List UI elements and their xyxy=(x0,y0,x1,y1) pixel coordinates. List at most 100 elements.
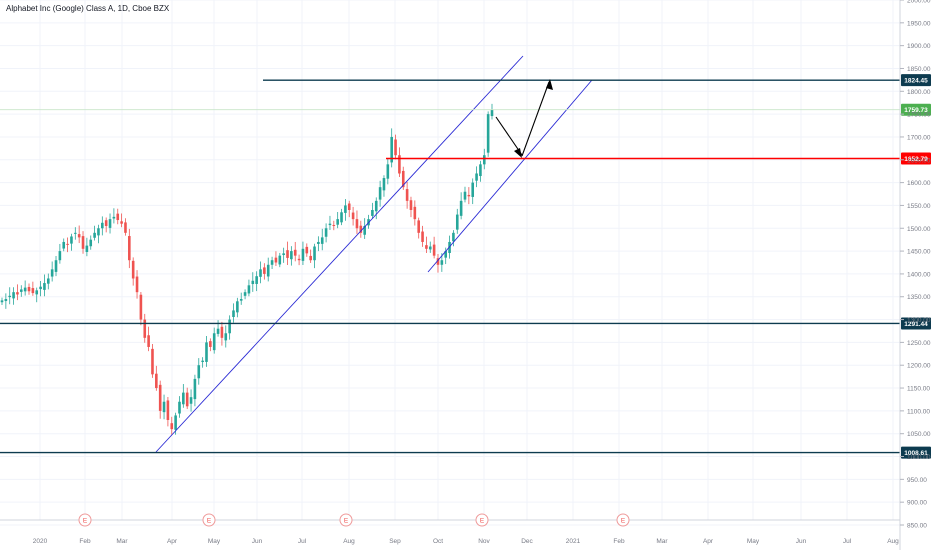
candle-body xyxy=(155,373,158,389)
y-tick-label: 850.00 xyxy=(907,523,927,530)
candle-body xyxy=(197,365,201,379)
candle-body xyxy=(151,348,154,375)
candle-body xyxy=(274,257,278,263)
candle-body xyxy=(46,278,50,284)
candle-body xyxy=(104,220,108,226)
candle-body xyxy=(324,228,328,237)
earnings-marker-label: E xyxy=(83,518,88,525)
price-level-badge xyxy=(901,152,931,165)
earnings-marker-circle xyxy=(339,513,353,527)
arrow-up-line xyxy=(521,81,550,157)
candle-body xyxy=(220,326,224,338)
candle-body xyxy=(313,246,316,261)
arrow-down-head xyxy=(514,148,522,158)
candle-body xyxy=(413,206,417,220)
arrow-up-head xyxy=(546,79,553,90)
candle-body xyxy=(448,241,451,254)
y-tick-label: 1600.00 xyxy=(907,180,931,187)
candles xyxy=(0,103,494,435)
candle-body xyxy=(39,286,42,290)
candle-body xyxy=(193,378,197,400)
x-tick-label: Apr xyxy=(167,538,178,545)
candle-body xyxy=(455,214,459,230)
x-tick-label: Aug xyxy=(343,538,355,545)
price-axis: 850.00 900.00 950.00 1000.00 1050.00 1100.00 1… xyxy=(899,0,931,550)
candle-body xyxy=(428,246,432,250)
candle-body xyxy=(58,251,62,261)
chart-title: Alphabet Inc (Google) Class A, 1D, Cboe … xyxy=(6,4,170,13)
candle-body xyxy=(386,164,390,179)
price-level-label: 1291.44 xyxy=(904,321,928,328)
candle-body xyxy=(170,423,174,430)
y-tick-label: 2000.00 xyxy=(907,0,931,5)
candle-body xyxy=(452,232,455,242)
price-level-label: 1824.45 xyxy=(904,78,928,85)
candle-body xyxy=(232,310,235,318)
candle-body xyxy=(239,299,243,301)
candle-body xyxy=(108,219,112,228)
candle-body xyxy=(444,251,448,258)
candle-body xyxy=(54,260,58,272)
candle-body xyxy=(421,231,424,242)
candle-body xyxy=(31,288,35,294)
price-level-label: 1759.73 xyxy=(904,107,928,114)
candle-body xyxy=(201,360,204,363)
projection-arrows xyxy=(495,79,553,158)
candle-body xyxy=(0,300,4,303)
candle-body xyxy=(166,400,170,420)
x-tick-label: May xyxy=(747,538,760,545)
candle-body xyxy=(382,178,386,191)
candle-body xyxy=(70,236,73,244)
price-level-badge xyxy=(901,317,931,330)
x-tick-label: Mar xyxy=(116,538,128,545)
candle-body xyxy=(131,260,135,279)
candle-body xyxy=(139,294,143,320)
candle-body xyxy=(417,220,420,233)
candle-body xyxy=(371,210,374,216)
candle-body xyxy=(394,139,397,156)
x-tick-label: Sep xyxy=(389,538,401,545)
candle-body xyxy=(27,286,31,292)
candle-body xyxy=(270,260,274,265)
candle-body xyxy=(401,170,405,188)
x-tick-label: Feb xyxy=(79,538,91,545)
candle-body xyxy=(405,189,409,201)
candle-body xyxy=(351,212,355,220)
x-tick-label: Dec xyxy=(521,538,533,545)
channel-upper-line xyxy=(155,55,524,453)
y-tick-label: 1900.00 xyxy=(907,43,931,50)
x-tick-label: 2020 xyxy=(33,538,48,545)
candle-body xyxy=(247,285,251,294)
candle-body xyxy=(74,232,77,234)
candle-body xyxy=(93,232,96,238)
candle-body xyxy=(471,182,475,197)
price-level-badge xyxy=(901,103,931,116)
candle-body xyxy=(490,109,494,117)
candle-body xyxy=(12,292,15,299)
trend-channel xyxy=(155,55,593,453)
candle-body xyxy=(290,251,293,260)
candle-body xyxy=(162,401,166,413)
candle-body xyxy=(16,292,19,295)
y-tick-label: 1050.00 xyxy=(907,431,931,438)
candle-body xyxy=(174,415,177,430)
candle-body xyxy=(463,191,467,200)
x-tick-label: Mar xyxy=(656,538,668,545)
candle-body xyxy=(185,392,189,407)
candle-body xyxy=(378,187,382,200)
y-tick-label: 1500.00 xyxy=(907,226,931,233)
candle-body xyxy=(363,225,366,235)
y-tick-label: 1400.00 xyxy=(907,271,931,278)
x-tick-label: Jun xyxy=(252,538,263,545)
candle-body xyxy=(475,173,478,181)
earnings-marker-circle xyxy=(616,513,630,527)
y-tick-label: 1750.00 xyxy=(907,112,931,119)
candle-body xyxy=(143,319,147,338)
candle-body xyxy=(374,200,378,212)
candle-body xyxy=(467,194,471,197)
candle-body xyxy=(182,392,185,405)
candle-body xyxy=(216,328,220,334)
candle-body xyxy=(359,225,363,233)
price-level-label: 1008.61 xyxy=(904,450,928,457)
candle-body xyxy=(120,221,123,224)
